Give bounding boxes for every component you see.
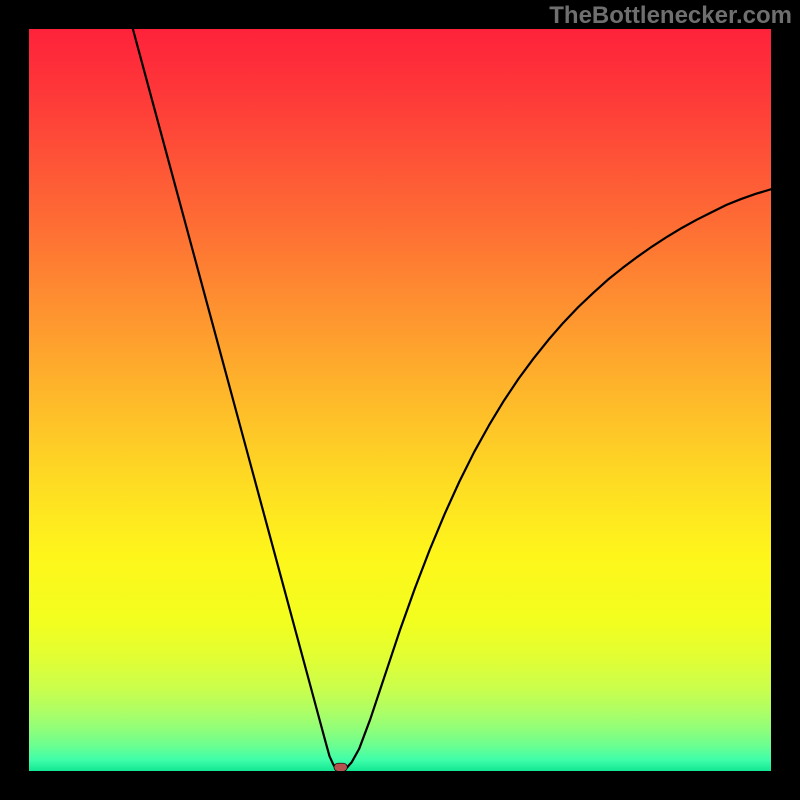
gradient-background xyxy=(29,29,771,771)
chart-svg xyxy=(29,29,771,771)
optimal-marker xyxy=(334,763,347,771)
plot-area xyxy=(29,29,771,771)
watermark-text: TheBottlenecker.com xyxy=(549,2,792,30)
